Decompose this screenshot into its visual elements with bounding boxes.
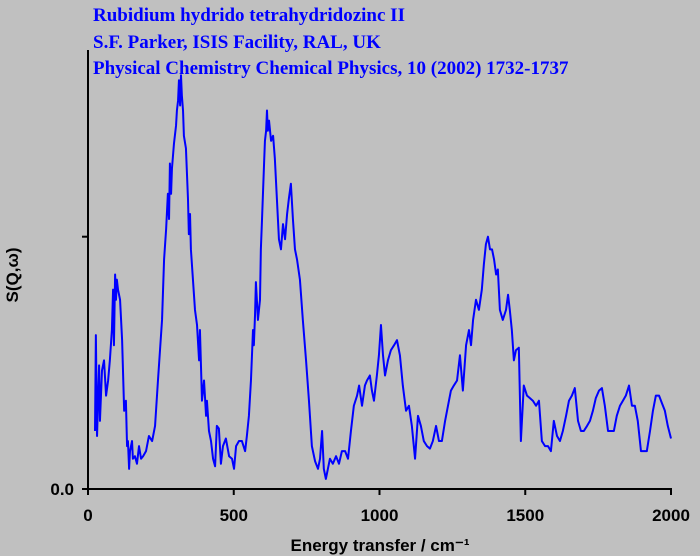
x-tick-label: 500 bbox=[220, 506, 248, 525]
x-tick-label: 0 bbox=[83, 506, 92, 525]
x-tick-label: 1000 bbox=[361, 506, 399, 525]
title-line: Rubidium hydrido tetrahydridozinc II bbox=[93, 5, 405, 26]
y-tick-label: 0.0 bbox=[50, 480, 74, 499]
spectrum-line bbox=[94, 74, 672, 480]
y-axis-label: S(Q,ω) bbox=[3, 248, 22, 303]
x-axis-label: Energy transfer / cm⁻¹ bbox=[290, 536, 469, 555]
x-tick-label: 1500 bbox=[506, 506, 544, 525]
x-tick-label: 2000 bbox=[652, 506, 690, 525]
title-line: S.F. Parker, ISIS Facility, RAL, UK bbox=[93, 32, 381, 53]
title-line: Physical Chemistry Chemical Physics, 10 … bbox=[93, 58, 569, 79]
